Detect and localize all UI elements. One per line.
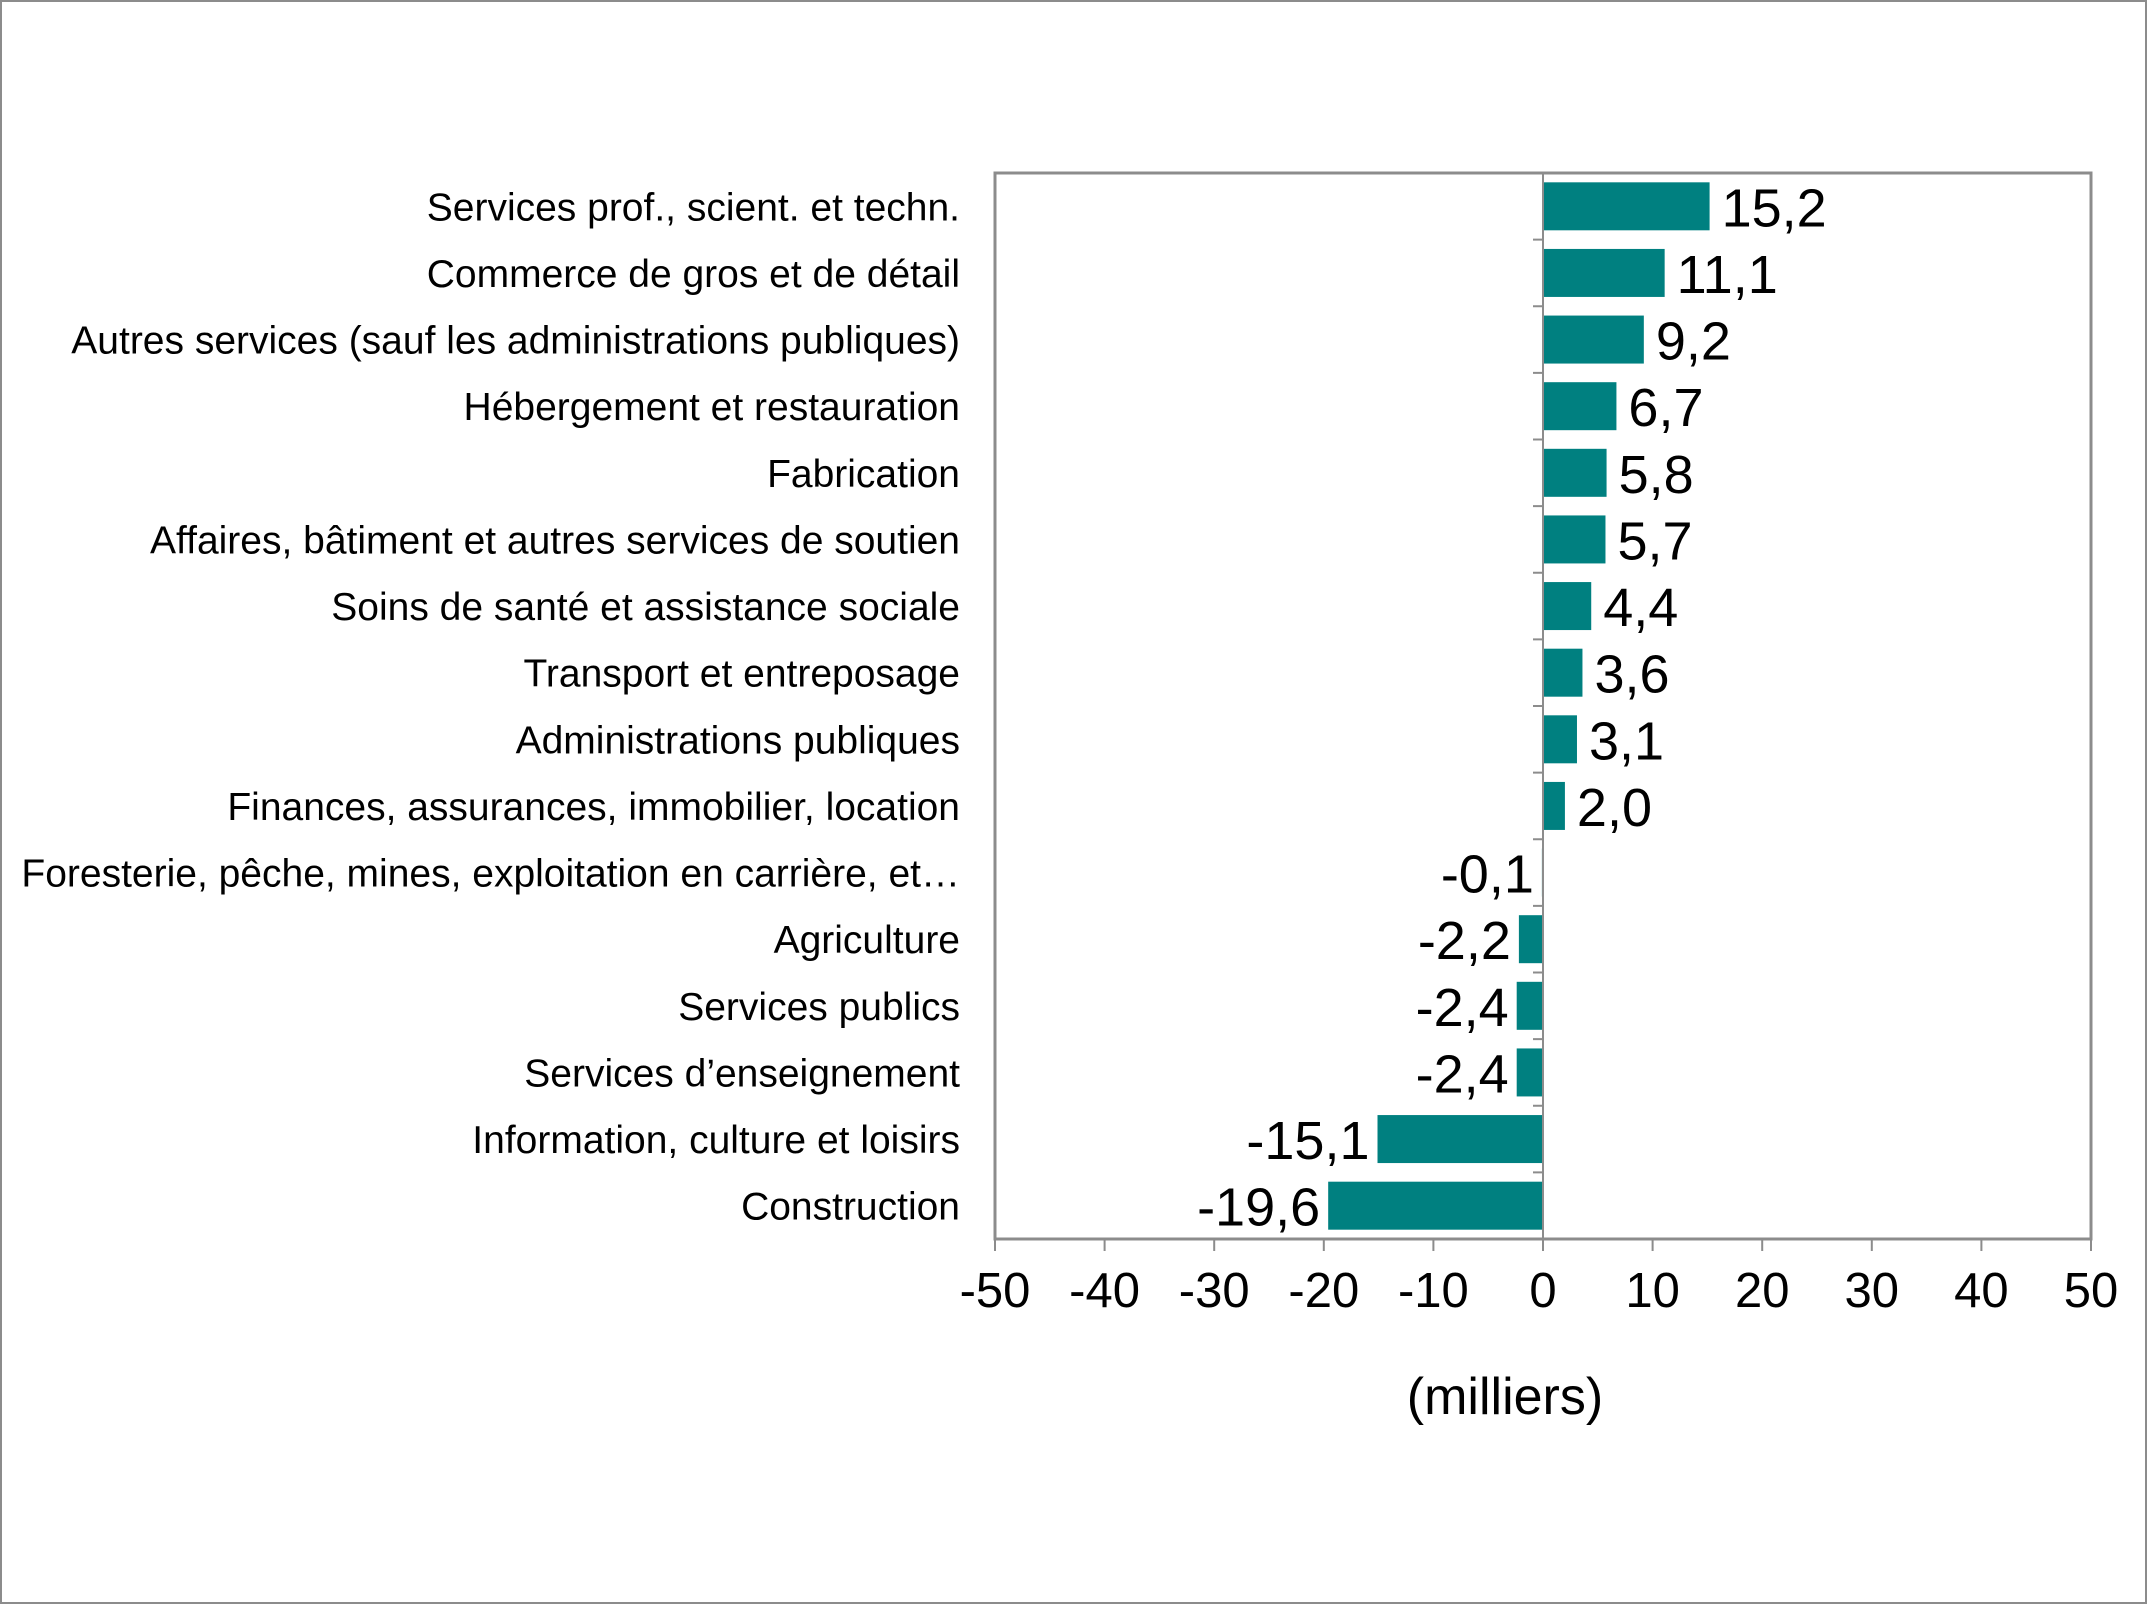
data-label: 15,2 bbox=[1722, 178, 1827, 238]
bar bbox=[1543, 248, 1665, 297]
x-tick-label: 40 bbox=[1954, 1264, 2009, 1318]
bar bbox=[1377, 1115, 1543, 1164]
x-tick-label: 20 bbox=[1735, 1264, 1790, 1318]
data-label: -2,4 bbox=[1416, 1044, 1509, 1104]
x-tick-label: 10 bbox=[1625, 1264, 1680, 1318]
category-label: Construction bbox=[741, 1186, 960, 1229]
category-label: Transport et entreposage bbox=[524, 653, 960, 696]
bar bbox=[1543, 182, 1710, 231]
data-label: -15,1 bbox=[1246, 1111, 1369, 1171]
x-tick-label: 50 bbox=[2064, 1264, 2119, 1318]
category-label: Foresterie, pêche, mines, exploitation e… bbox=[21, 853, 960, 896]
category-label: Soins de santé et assistance sociale bbox=[331, 586, 960, 629]
bar bbox=[1543, 382, 1617, 431]
category-label: Affaires, bâtiment et autres services de… bbox=[150, 519, 960, 562]
data-label: 4,4 bbox=[1603, 578, 1678, 638]
data-label: -19,6 bbox=[1197, 1178, 1320, 1238]
bar bbox=[1543, 315, 1644, 364]
category-label: Fabrication bbox=[767, 453, 960, 496]
data-label: 9,2 bbox=[1656, 312, 1731, 372]
data-label: 3,6 bbox=[1594, 645, 1669, 705]
bar bbox=[1543, 582, 1592, 631]
category-label: Services publics bbox=[678, 986, 960, 1029]
category-label: Hébergement et restauration bbox=[464, 386, 960, 429]
x-tick-label: -30 bbox=[1179, 1264, 1250, 1318]
category-label: Administrations publiques bbox=[516, 719, 960, 762]
category-label: Commerce de gros et de détail bbox=[427, 253, 960, 296]
category-label: Information, culture et loisirs bbox=[472, 1119, 960, 1162]
category-label: Agriculture bbox=[774, 919, 960, 962]
x-tick-label: 0 bbox=[1529, 1264, 1556, 1318]
data-label: 5,7 bbox=[1617, 511, 1692, 571]
x-tick-label: -20 bbox=[1288, 1264, 1359, 1318]
category-label: Finances, assurances, immobilier, locati… bbox=[227, 786, 960, 829]
data-label: -0,1 bbox=[1441, 845, 1534, 905]
data-label: -2,4 bbox=[1416, 978, 1509, 1038]
x-tick-label: 30 bbox=[1845, 1264, 1900, 1318]
bar bbox=[1518, 915, 1543, 964]
x-axis-title: (milliers) bbox=[1407, 1368, 1603, 1426]
bar bbox=[1543, 715, 1577, 764]
data-label: 11,1 bbox=[1677, 245, 1778, 305]
x-tick-label: -50 bbox=[960, 1264, 1031, 1318]
x-tick-label: -40 bbox=[1069, 1264, 1140, 1318]
data-label: 6,7 bbox=[1628, 378, 1703, 438]
bar bbox=[1543, 448, 1607, 497]
x-tick-label: -10 bbox=[1398, 1264, 1469, 1318]
category-label: Autres services (sauf les administration… bbox=[71, 320, 960, 363]
bar bbox=[1543, 781, 1565, 830]
bar bbox=[1328, 1181, 1543, 1230]
data-label: -2,2 bbox=[1418, 911, 1511, 971]
category-label: Services prof., scient. et techn. bbox=[427, 186, 960, 229]
data-label: 3,1 bbox=[1589, 711, 1664, 771]
data-label: 5,8 bbox=[1619, 445, 1694, 505]
bar bbox=[1516, 1048, 1543, 1097]
category-label: Services d’enseignement bbox=[524, 1052, 960, 1095]
data-label: 2,0 bbox=[1577, 778, 1652, 838]
bar bbox=[1543, 515, 1606, 564]
bar bbox=[1543, 648, 1583, 697]
bar bbox=[1516, 981, 1543, 1030]
